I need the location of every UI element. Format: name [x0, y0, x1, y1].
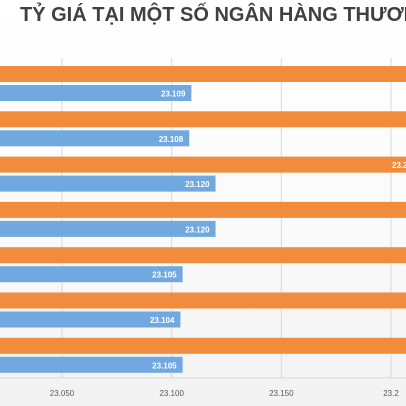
bar-series-2 — [0, 130, 190, 147]
x-tick-label: 23.2 — [383, 389, 399, 398]
bar-series-1 — [0, 156, 406, 173]
x-tick-label: 23.100 — [159, 389, 184, 398]
bar-label-series-2: 23.120 — [185, 225, 210, 234]
bar-label-series-2: 23.120 — [185, 180, 210, 189]
bar-series-1 — [0, 247, 406, 264]
bar-series-2 — [0, 85, 192, 101]
bar-label-series-1: 23.2 — [392, 161, 406, 170]
bar-series-1 — [0, 292, 406, 309]
chart-title: TỶ GIÁ TẠI MỘT SỐ NGÂN HÀNG THƯƠNG MẠI — [20, 4, 406, 26]
bar-series-1 — [0, 111, 406, 128]
bar-label-series-2: 23.105 — [152, 361, 177, 370]
bar-series-2 — [0, 175, 216, 192]
bar-series-2 — [0, 220, 216, 237]
bar-series-1 — [0, 66, 406, 82]
bar-label-series-2: 23.109 — [161, 90, 186, 99]
bar-label-series-2: 23.108 — [159, 135, 184, 144]
bar-label-series-2: 23.105 — [152, 271, 177, 280]
x-tick-label: 23.050 — [50, 389, 75, 398]
x-tick-label: 23.150 — [269, 389, 294, 398]
bar-series-2 — [0, 266, 183, 283]
bar-series-1 — [0, 201, 406, 218]
bar-series-2 — [0, 311, 181, 328]
bar-label-series-2: 23.104 — [150, 316, 175, 325]
bar-series-1 — [0, 337, 406, 354]
bar-series-2 — [0, 356, 183, 373]
